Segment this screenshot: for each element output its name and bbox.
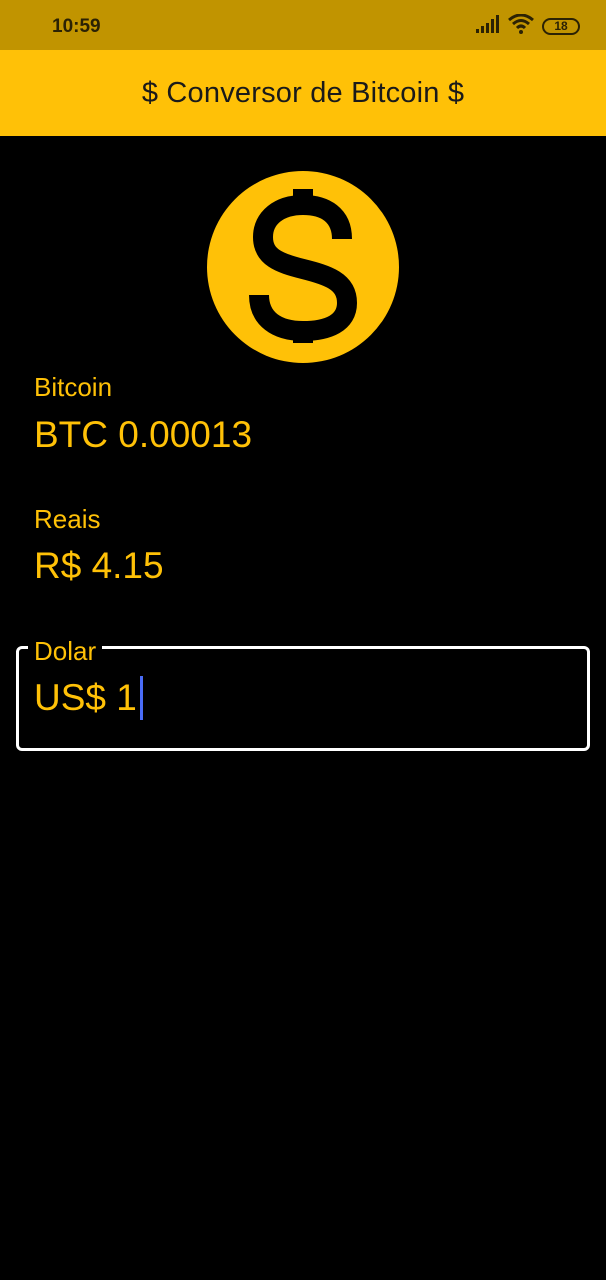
- dolar-input-value[interactable]: US$ 1: [34, 677, 137, 718]
- dolar-label: Dolar: [28, 636, 103, 667]
- reais-value: R$ 4.15: [34, 545, 164, 586]
- reais-label: Reais: [34, 504, 101, 534]
- bitcoin-label: Bitcoin: [34, 372, 113, 402]
- wifi-icon: [508, 13, 534, 39]
- status-icons: 18: [476, 13, 580, 39]
- text-caret: [139, 676, 143, 720]
- bitcoin-value: BTC 0.00013: [34, 414, 253, 455]
- dolar-input[interactable]: US$ 1: [34, 676, 143, 720]
- status-bar: 10:59 18: [0, 0, 606, 50]
- app-bar: $ Conversor de Bitcoin $: [0, 50, 606, 136]
- app-title: $ Conversor de Bitcoin $: [141, 76, 465, 109]
- battery-icon: 18: [542, 17, 580, 35]
- dolar-input-field[interactable]: [16, 646, 590, 751]
- dollar-coin-icon: [207, 171, 399, 363]
- signal-icon: [476, 14, 500, 38]
- status-time: 10:59: [52, 16, 101, 37]
